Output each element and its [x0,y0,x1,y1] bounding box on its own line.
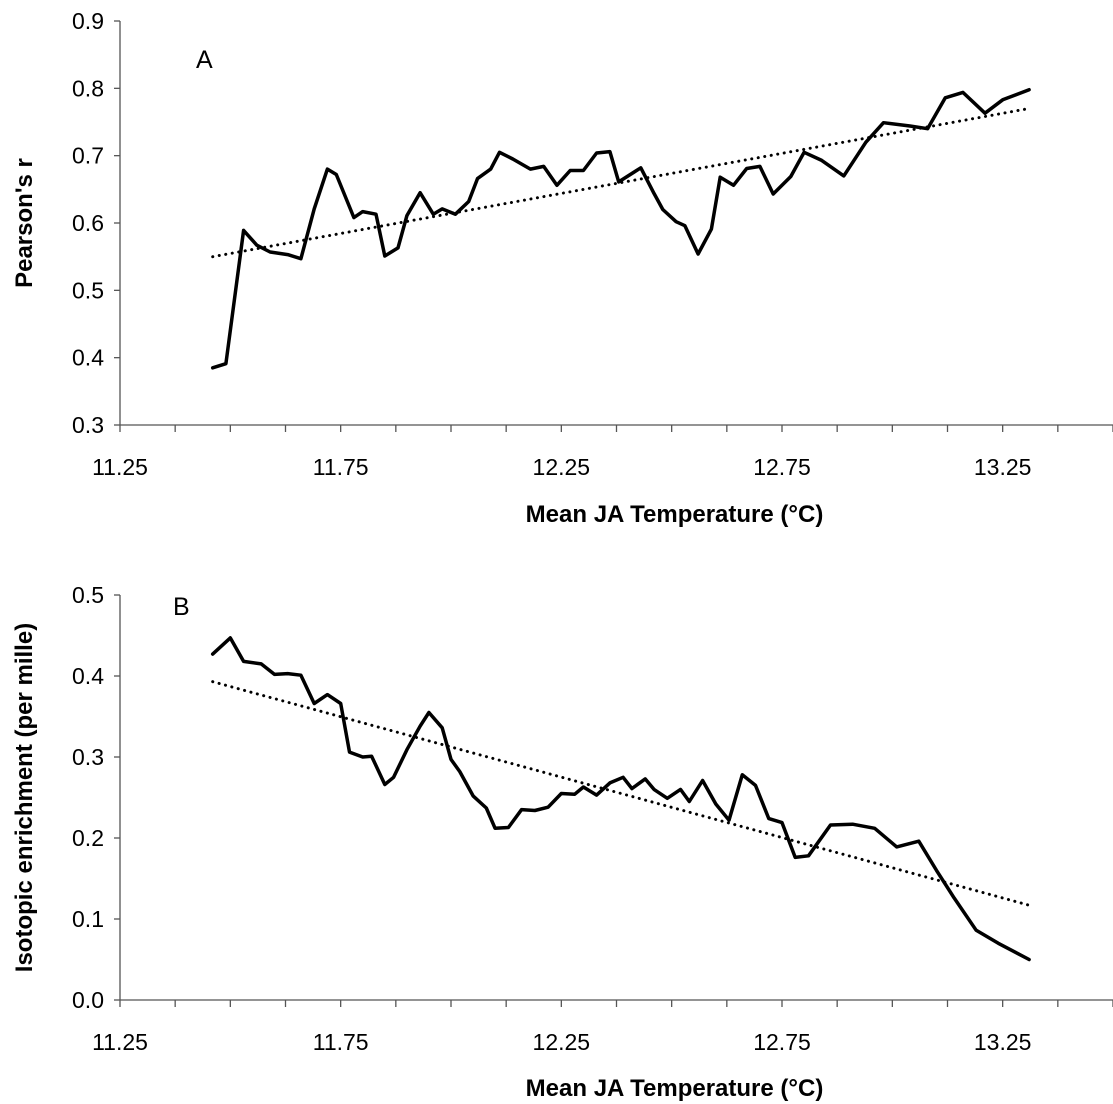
x-tick-label: 11.75 [313,1029,369,1055]
y-axis-title: Pearson's r [11,158,38,288]
x-axis-title: Mean JA Temperature (°C) [526,501,824,528]
x-tick-label: 11.75 [313,454,369,480]
y-axis-title: Isotopic enrichment (per mille) [11,623,38,972]
x-tick-label: 12.75 [753,1029,811,1055]
x-tick-label: 13.25 [974,1029,1032,1055]
panel-a: 0.3 0.4 0.5 0.6 0.7 0.8 0.9 11.25 11.75 12.25 12.7… [11,8,1113,528]
y-tick-label: 0.3 [72,412,104,438]
panel-label: B [173,593,190,621]
y-tick-label: 0.6 [72,210,104,236]
trend-line [211,680,1031,907]
data-series-line [210,87,1031,370]
x-axis-title: Mean JA Temperature (°C) [526,1075,824,1102]
panel-label: A [196,46,213,74]
x-tick-label: 13.25 [974,454,1032,480]
x-tick-label: 11.25 [92,454,148,480]
y-tick-label: 0.1 [72,906,104,932]
data-series-line [210,636,1031,962]
x-tick-label: 12.25 [533,1029,591,1055]
x-tick-label: 12.75 [753,454,811,480]
y-tick-label: 0.8 [72,75,104,101]
y-tick-label: 0.3 [72,744,104,770]
y-tick-label: 0.5 [72,277,104,303]
y-tick-label: 0.4 [72,345,104,371]
y-tick-label: 0.7 [72,143,104,169]
x-tick-label: 12.25 [533,454,591,480]
y-tick-label: 0.2 [72,825,104,851]
y-tick-label: 0.0 [72,987,104,1013]
y-tick-label: 0.4 [72,663,104,689]
x-tick-label: 11.25 [92,1029,148,1055]
trend-line [211,107,1031,259]
panel-b: 0.0 0.1 0.2 0.3 0.4 0.5 11.25 11.75 12.25 12.75 13… [11,582,1113,1102]
y-tick-label: 0.9 [72,8,104,34]
y-tick-label: 0.5 [72,582,104,608]
